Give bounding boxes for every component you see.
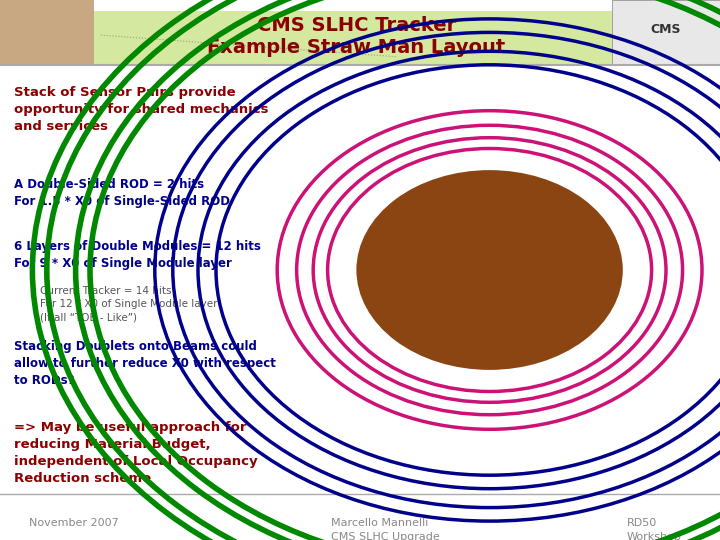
Text: Marcello Mannelli
CMS SLHC Upgrade: Marcello Mannelli CMS SLHC Upgrade — [331, 518, 440, 540]
Text: Current Tracker = 14 hits
For 12 * X0 of Single Module layer
(If all “TOB - Like: Current Tracker = 14 hits For 12 * X0 of… — [40, 286, 217, 322]
FancyBboxPatch shape — [0, 0, 94, 65]
FancyBboxPatch shape — [612, 0, 720, 65]
Circle shape — [356, 170, 623, 370]
Text: CMS: CMS — [651, 23, 681, 36]
Text: CMS SLHC Tracker: CMS SLHC Tracker — [257, 16, 456, 36]
FancyBboxPatch shape — [94, 11, 612, 65]
Text: November 2007: November 2007 — [29, 518, 119, 529]
Text: RD50
Workshop: RD50 Workshop — [626, 518, 681, 540]
Text: => May be useful approach for
reducing Material Budget,
independent of Local Occ: => May be useful approach for reducing M… — [14, 421, 258, 485]
Text: Example Straw Man Layout: Example Straw Man Layout — [207, 38, 505, 57]
Text: 6 Layers of Double Modules = 12 hits
For 9 * X0 of Single Module layer: 6 Layers of Double Modules = 12 hits For… — [14, 240, 261, 271]
Text: Stack of Sensor Pairs provide
opportunity for shared mechanics
and services: Stack of Sensor Pairs provide opportunit… — [14, 86, 269, 133]
Text: Stacking Doublets onto Beams could
allow to further reduce X0 with respect
to RO: Stacking Doublets onto Beams could allow… — [14, 340, 276, 387]
Text: A Double-Sided ROD = 2 hits
For 1.5 * X0 of Single-Sided ROD: A Double-Sided ROD = 2 hits For 1.5 * X0… — [14, 178, 230, 208]
